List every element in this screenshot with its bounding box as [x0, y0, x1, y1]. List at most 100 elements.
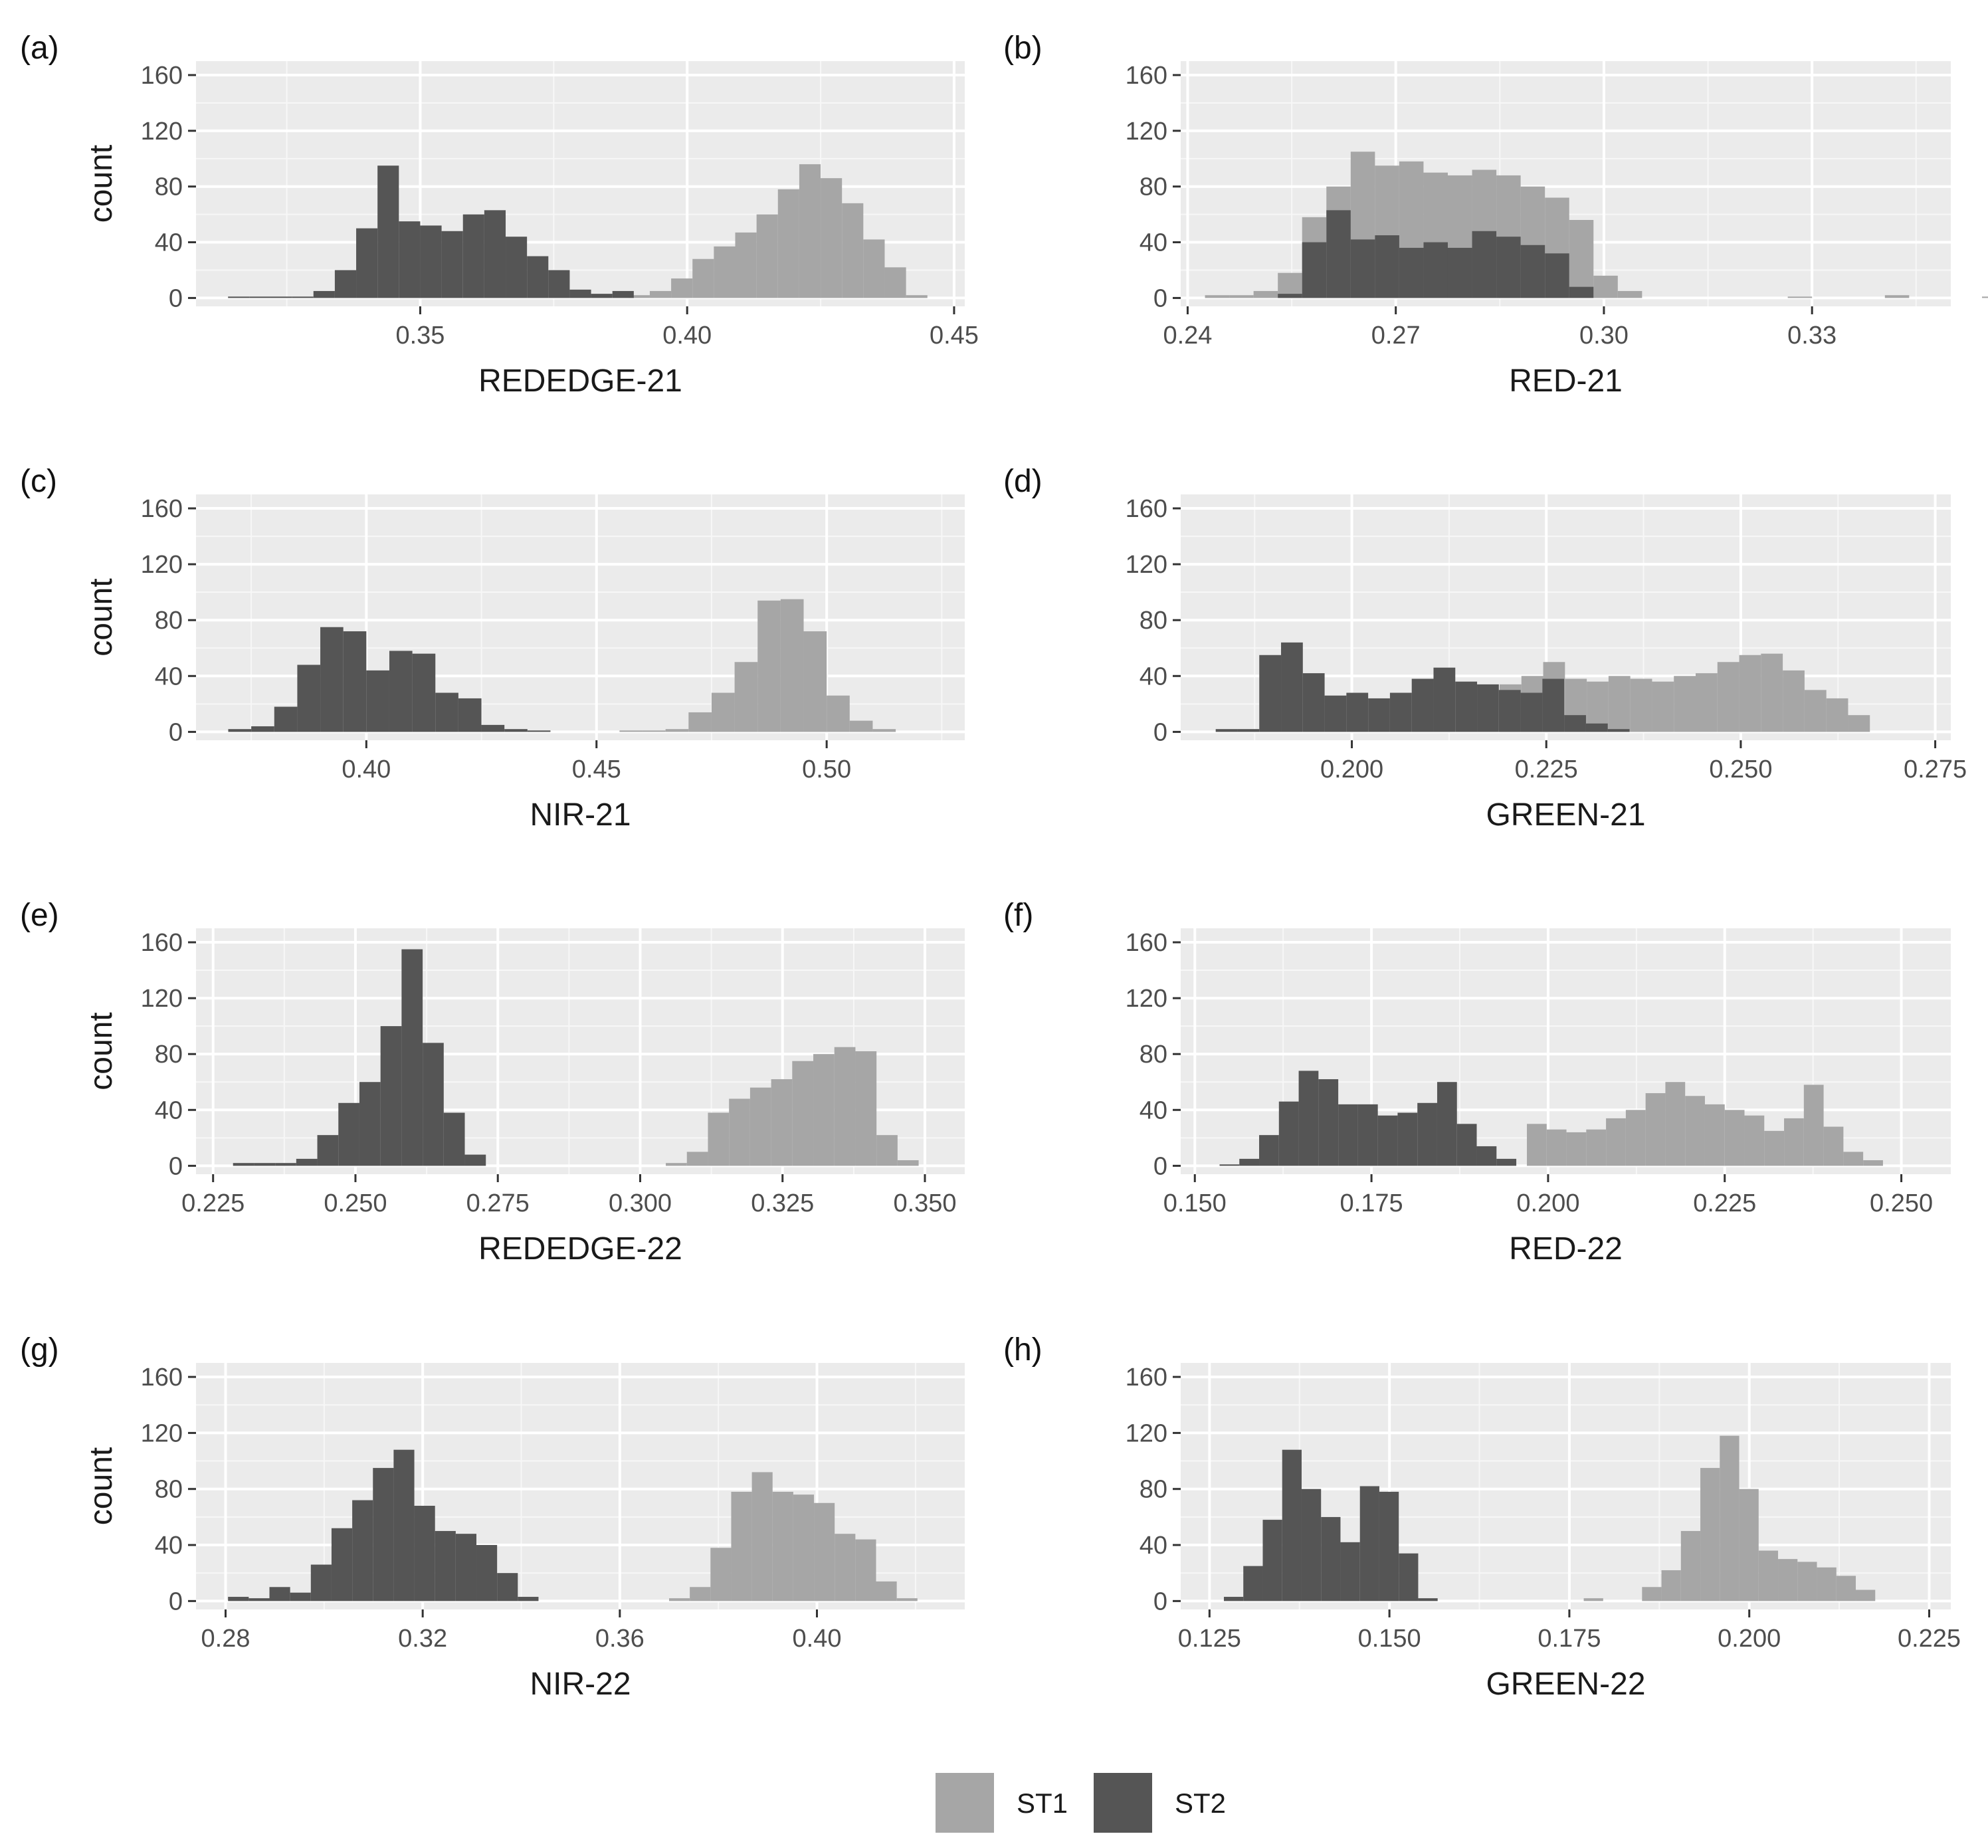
histogram-bar: [1399, 1553, 1419, 1601]
histogram-bar: [1617, 290, 1642, 298]
x-tick-label: 0.350: [893, 1189, 956, 1217]
histogram-bar: [1696, 673, 1718, 732]
histogram-bar: [1843, 1152, 1864, 1166]
x-axis-title: GREEN-21: [1486, 797, 1645, 833]
histogram-bar: [1607, 729, 1630, 732]
y-tick-label: 0: [169, 284, 183, 312]
histogram-bar: [228, 296, 250, 298]
histogram-bar: [359, 1082, 381, 1166]
histogram-bar: [1477, 684, 1499, 732]
series-st2: [1278, 210, 1594, 298]
x-tick-label: 0.32: [398, 1625, 447, 1653]
histogram-bar: [619, 730, 643, 732]
histogram-bar: [1377, 1115, 1398, 1166]
histogram-bar: [708, 1112, 730, 1166]
histogram-bar: [423, 1043, 444, 1166]
histogram-bar: [249, 296, 271, 298]
histogram-bar: [1437, 1082, 1457, 1166]
histogram-bar: [1803, 1084, 1824, 1166]
histogram-bar: [414, 1506, 435, 1601]
histogram-bar: [1318, 1079, 1339, 1166]
y-tick-label: 0: [169, 1152, 183, 1180]
histogram-bar: [1259, 1135, 1279, 1166]
y-tick-label: 40: [1140, 1532, 1167, 1560]
histogram-bar: [1569, 220, 1594, 298]
x-tick-label: 0.225: [1898, 1625, 1961, 1653]
histogram-bar: [1593, 275, 1618, 298]
histogram-bar: [1826, 698, 1848, 732]
histogram-bar: [1357, 1104, 1378, 1166]
x-tick-label: 0.225: [1693, 1189, 1756, 1217]
x-tick-label: 0.36: [595, 1625, 645, 1653]
x-axis-title: NIR-21: [530, 797, 631, 833]
histogram-bar: [1981, 296, 1988, 298]
y-tick-label: 80: [1140, 173, 1167, 201]
histogram-bar: [756, 214, 778, 298]
histogram-bar: [458, 698, 482, 732]
histogram-bar: [290, 1592, 311, 1601]
histogram-bar: [1717, 662, 1740, 732]
histogram-bar: [803, 631, 827, 732]
panels: 0 40 80 120 160 0.35 0.40 0.45 REDEDGE-21 count (a…: [20, 31, 1988, 1702]
x-tick-label: 0.45: [930, 322, 979, 350]
histogram-bar: [591, 294, 613, 298]
histogram-bar: [731, 1491, 752, 1601]
histogram-bar: [251, 726, 274, 732]
histogram-bar: [821, 178, 843, 298]
x-tick-label: 0.40: [793, 1625, 842, 1653]
y-tick-label: 40: [1140, 1096, 1167, 1124]
histogram-bar: [1817, 1567, 1837, 1601]
histogram-bar: [876, 1135, 898, 1166]
histogram-bar: [1219, 1164, 1240, 1166]
x-tick-label: 0.250: [1870, 1189, 1933, 1217]
histogram-bar: [296, 1158, 318, 1166]
histogram-bar: [1583, 1598, 1603, 1601]
y-tick-label: 120: [141, 551, 183, 579]
histogram-bar: [896, 1598, 918, 1601]
y-tick-label: 40: [1140, 229, 1167, 257]
y-tick-label: 40: [155, 1096, 183, 1124]
histogram-bar: [1784, 1118, 1804, 1166]
histogram-bar: [780, 599, 804, 732]
histogram-bar: [366, 670, 389, 732]
histogram-bar: [1278, 294, 1302, 298]
histogram-bar: [855, 1051, 877, 1166]
histogram-bar: [1546, 1129, 1567, 1166]
panel-label: (c): [20, 464, 57, 499]
y-tick-label: 0: [1153, 1152, 1167, 1180]
histogram-bar: [1229, 295, 1254, 298]
x-axis-title: REDEDGE-22: [478, 1231, 682, 1267]
histogram-bar: [1237, 729, 1260, 732]
histogram-bar: [1520, 245, 1545, 298]
histogram-bar: [692, 258, 714, 298]
histogram-bar: [377, 165, 399, 298]
y-tick-label: 0: [1153, 718, 1167, 746]
histogram-bar: [1764, 1130, 1785, 1166]
histogram-bar: [441, 231, 463, 298]
histogram-bar: [1321, 1516, 1341, 1601]
y-tick-label: 80: [1140, 607, 1167, 635]
series-st1: [628, 164, 928, 298]
histogram-bar: [628, 295, 650, 298]
histogram-bar: [1472, 231, 1497, 298]
panel-d: 0 40 80 120 160 0.200 0.225 0.250 0.275 GREEN-21 (…: [1003, 464, 1967, 833]
panel-h: 0 40 80 120 160 0.125 0.150 0.175 0.200 0.225 GREE…: [1003, 1332, 1961, 1702]
histogram-bar: [1527, 1124, 1547, 1166]
legend-item-st2: ST2: [1094, 1773, 1226, 1833]
histogram-bar: [1739, 655, 1761, 732]
histogram-bar: [1520, 692, 1543, 732]
histogram-bar: [455, 1534, 477, 1601]
histogram-bar: [1804, 690, 1827, 732]
histogram-bar: [734, 662, 758, 732]
histogram-bar: [814, 1502, 835, 1601]
histogram-bar: [1223, 1597, 1244, 1601]
histogram-bar: [310, 1564, 332, 1601]
y-axis-title: count: [84, 1012, 119, 1090]
histogram-bar: [872, 729, 896, 732]
histogram-bar: [1397, 1112, 1418, 1166]
histogram-bar: [897, 1160, 919, 1166]
histogram-bar: [777, 189, 799, 298]
x-axis-title: GREEN-22: [1486, 1667, 1645, 1702]
histogram-bar: [1685, 1096, 1705, 1166]
